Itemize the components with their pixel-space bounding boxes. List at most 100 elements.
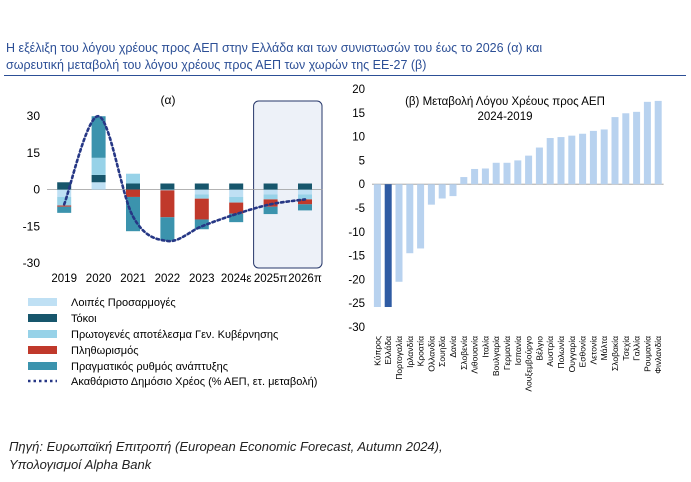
a-xtick-label: 2019 xyxy=(51,273,77,285)
b-bar xyxy=(406,184,414,254)
source-line1: Πηγή: Ευρωπαϊκή Επιτροπή (European Econo… xyxy=(9,439,443,454)
b-xtick-label: Ισπανία xyxy=(513,336,523,365)
a-bar-primary xyxy=(126,173,140,184)
b-ytick-label: 10 xyxy=(352,132,365,144)
b-bar xyxy=(643,101,651,185)
forecast-highlight-box xyxy=(253,100,323,269)
b-xtick-label: Πορτογαλία xyxy=(394,336,404,380)
b-ytick-label: 15 xyxy=(352,108,365,120)
b-bar xyxy=(373,184,381,308)
source-note: Πηγή: Ευρωπαϊκή Επιτροπή (European Econo… xyxy=(9,438,679,474)
a-ytick-label: 0 xyxy=(33,183,40,197)
legend-label-debt-line: Ακαθάριστο Δημόσιο Χρέος (% ΑΕΠ, ετ. μετ… xyxy=(71,376,317,388)
b-title-line2: 2024-2019 xyxy=(478,111,533,123)
a-bar-other xyxy=(57,189,72,197)
b-xtick-label: Ιρλανδία xyxy=(405,336,415,368)
a-bar-other xyxy=(91,182,106,190)
a-ytick-label: 15 xyxy=(27,146,41,160)
a-bar-interest xyxy=(194,183,209,190)
b-bar xyxy=(557,137,565,185)
a-bar-interest xyxy=(91,174,106,183)
a-bar-growth xyxy=(229,213,244,223)
a-bar-inflation xyxy=(298,199,312,205)
a-bar-primary xyxy=(263,194,278,200)
a-bar-growth xyxy=(263,206,278,215)
a-bar-other xyxy=(263,189,278,195)
b-xtick-label: Λετονία xyxy=(588,336,598,365)
b-xtick-label: Σουηδία xyxy=(437,336,447,367)
b-bar xyxy=(589,130,597,185)
b-bar xyxy=(449,184,457,197)
b-ytick-label: -25 xyxy=(348,298,365,310)
b-xtick-label: Αυστρία xyxy=(545,336,555,367)
a-xtick-label: 2021 xyxy=(120,273,146,285)
b-bar xyxy=(622,113,630,185)
a-bar-inflation xyxy=(57,205,72,207)
chart-title-line2: σωρευτική μεταβολή του λόγου χρέους προς… xyxy=(6,58,427,72)
b-xtick-label: Δανία xyxy=(448,336,458,358)
b-bar xyxy=(525,155,533,185)
a-bar-other xyxy=(194,189,209,195)
b-xtick-label: Μάλτα xyxy=(599,336,609,360)
legend-swatch-interest xyxy=(28,314,57,322)
b-xtick-label: Βέλγιο xyxy=(534,336,544,361)
a-debt-line xyxy=(62,114,307,243)
a-xtick-label: 2022 xyxy=(155,273,181,285)
b-bar xyxy=(481,168,489,185)
b-ytick-label: -30 xyxy=(348,322,365,334)
a-bar-growth xyxy=(160,217,175,241)
b-ytick-label: -10 xyxy=(348,227,365,239)
a-bar-primary xyxy=(298,194,312,200)
legend-label-primary: Πρωτογενές αποτέλεσμα Γεν. Κυβέρνησης xyxy=(71,329,278,341)
legend-swatch-primary xyxy=(28,330,57,338)
legend-swatch-growth xyxy=(28,362,57,370)
b-xtick-label: Ελλάδα xyxy=(383,336,393,365)
a-bar-other xyxy=(298,189,312,195)
b-xtick-label: Κροατία xyxy=(416,336,426,366)
a-xtick-label: 2025π xyxy=(254,273,288,285)
b-xtick-label: Ολλανδία xyxy=(426,336,436,372)
a-bar-primary xyxy=(194,194,209,199)
a-bar-growth xyxy=(298,204,312,211)
a-panel-label: (α) xyxy=(161,93,176,107)
b-xtick-label: Βουλγαρία xyxy=(491,336,501,376)
legend-label-growth: Πραγματικός ρυθμός ανάπτυξης xyxy=(71,361,228,373)
b-bar xyxy=(417,184,425,249)
b-bar xyxy=(395,184,403,282)
a-bar-primary xyxy=(229,196,244,203)
b-bar xyxy=(438,184,446,199)
legend-label-inflation: Πληθωρισμός xyxy=(71,345,139,357)
b-bar xyxy=(471,168,479,185)
a-bar-inflation xyxy=(194,198,209,220)
title-divider xyxy=(4,75,686,76)
b-bar xyxy=(514,160,522,185)
b-xtick-label: Λιθουανία xyxy=(470,336,480,374)
legend-swatch-inflation xyxy=(28,346,57,354)
b-bar xyxy=(546,138,554,185)
b-bar xyxy=(579,133,587,185)
b-ytick-label: -5 xyxy=(355,203,365,215)
a-bar-growth xyxy=(57,206,72,213)
b-ytick-label: -20 xyxy=(348,274,365,286)
b-bar xyxy=(460,177,468,185)
legend-label-interest: Τόκοι xyxy=(71,313,97,325)
b-xtick-label: Ουγγαρία xyxy=(567,336,577,372)
b-title-line1: (β) Μεταβολή Λόγου Χρέους προς ΑΕΠ xyxy=(405,96,605,108)
a-xtick-label: 2024ε xyxy=(221,273,252,285)
b-xtick-label: Φινλανδία xyxy=(653,336,663,374)
a-bar-interest xyxy=(126,183,140,190)
source-line2: Υπολογισμοί Alpha Bank xyxy=(9,457,152,472)
b-bar xyxy=(600,129,608,185)
a-bar-growth xyxy=(194,219,209,230)
b-bar xyxy=(384,184,392,308)
b-xtick-label: Γαλλία xyxy=(632,336,642,361)
a-bar-growth xyxy=(91,116,106,158)
a-ytick-label: 30 xyxy=(27,109,41,123)
a-ytick-label: -30 xyxy=(23,256,41,270)
b-xtick-label: Λουξεμβούργο xyxy=(524,336,534,392)
a-bar-other xyxy=(229,189,244,197)
b-xtick-label: Γερμανία xyxy=(502,336,512,370)
b-ytick-label: 20 xyxy=(352,84,365,96)
a-bar-primary xyxy=(160,189,175,191)
a-bar-interest xyxy=(263,183,278,190)
